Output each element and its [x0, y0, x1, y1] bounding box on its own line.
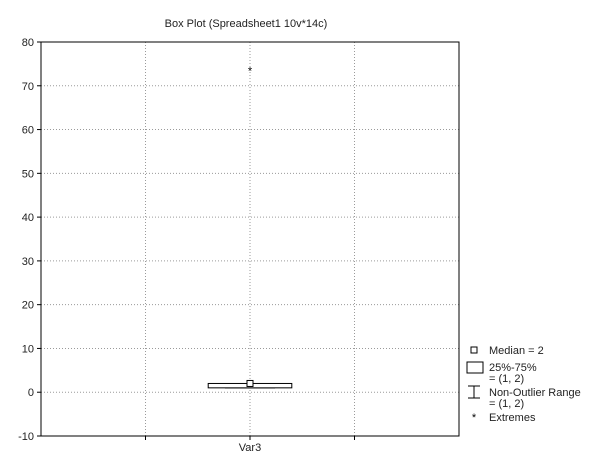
y-tick-label: 30 [22, 256, 34, 268]
median-marker [246, 379, 254, 387]
extreme-point: * [248, 65, 253, 77]
legend-label: Median = 2 [489, 345, 544, 357]
legend-label: = (1, 2) [489, 373, 524, 385]
plot-area-frame [40, 41, 460, 437]
legend-label: = (1, 2) [489, 398, 524, 410]
y-tick-label: 70 [22, 81, 34, 93]
y-tick-label: 40 [22, 212, 34, 224]
y-tick-label: 20 [22, 300, 34, 312]
x-tick-label: Var3 [239, 442, 261, 454]
y-tick-label: 10 [22, 343, 34, 355]
legend-extreme-symbol: * [472, 412, 477, 424]
y-tick-label: 60 [22, 125, 34, 137]
chart-title: Box Plot (Spreadsheet1 10v*14c) [165, 18, 328, 30]
y-tick-label: 50 [22, 168, 34, 180]
legend: Median = 225%-75%= (1, 2)Non-Outlier Ran… [466, 345, 581, 424]
x-axis-ticks: Var3 [145, 436, 355, 454]
grid-lines [41, 42, 459, 436]
legend-label: 25%-75% [489, 362, 537, 374]
y-tick-label: 0 [28, 387, 34, 399]
box-plot-series: * [207, 65, 293, 389]
y-tick-label: 80 [22, 37, 34, 49]
legend-label: Extremes [489, 412, 536, 424]
legend-box-symbol [466, 361, 484, 374]
y-tick-label: -10 [18, 431, 34, 443]
y-axis-ticks: 80 70 60 50 40 30 20 10 0 -10 [18, 37, 41, 443]
legend-label: Non-Outlier Range [489, 387, 581, 399]
legend-median-symbol [470, 346, 478, 354]
